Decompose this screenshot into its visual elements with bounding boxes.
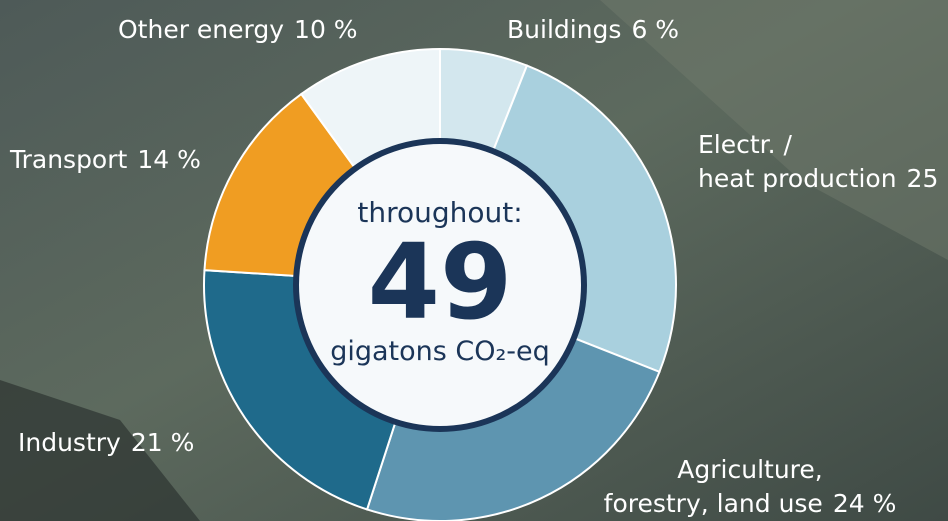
slice-label: Other energy 10 % <box>118 15 358 44</box>
slice-label: Buildings 6 % <box>507 15 679 44</box>
category-name: Electr. / <box>698 130 793 159</box>
chart: throughout: 49 gigatons CO₂-eq Buildings… <box>0 0 948 521</box>
center-bottom: gigatons CO₂-eq <box>330 336 550 367</box>
category-name: Other energy <box>118 15 284 44</box>
category-name: Industry <box>18 428 121 457</box>
slice-label: Electr. / <box>698 130 793 159</box>
value-label: 14 % <box>137 145 201 174</box>
category-name: Agriculture, <box>677 455 822 484</box>
category-name: forestry, land use <box>604 489 823 518</box>
category-name: Transport <box>9 145 128 174</box>
value-label: 21 % <box>131 428 195 457</box>
value-label: 6 % <box>631 15 679 44</box>
slice-label: Transport 14 % <box>9 145 201 174</box>
category-name: Buildings <box>507 15 621 44</box>
center-value: 49 <box>368 221 513 343</box>
value-label: 10 % <box>294 15 358 44</box>
slice-label: forestry, land use 24 % <box>604 489 897 518</box>
slice-label: Industry 21 % <box>18 428 194 457</box>
value-label: 24 % <box>833 489 897 518</box>
slice-label: Agriculture, <box>677 455 822 484</box>
value-label: 25 <box>907 164 939 193</box>
category-name: heat production <box>698 164 897 193</box>
